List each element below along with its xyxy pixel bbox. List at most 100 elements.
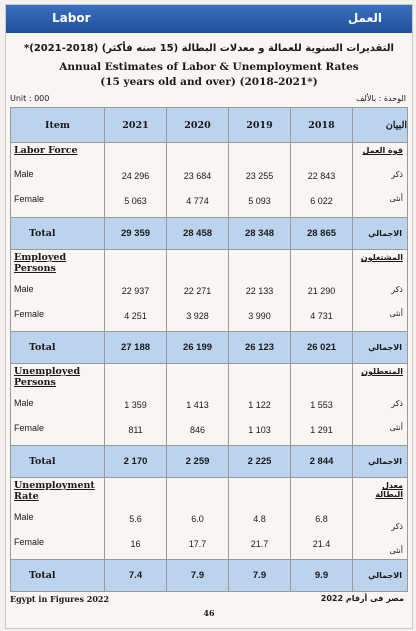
- value-cell: 6.8 21.4: [290, 477, 353, 560]
- value-female: 4 774: [186, 196, 209, 206]
- row-label-male-ar: ذكر: [391, 285, 403, 294]
- value-cell: 22 937 4 251: [104, 249, 167, 332]
- value-male: 22 843: [307, 171, 336, 181]
- section-title: Unemployment Rate: [14, 480, 95, 502]
- value-male: 1 359: [124, 400, 147, 410]
- section-row: Employed Persons Male Female 22 937 4 251 22 …: [10, 249, 408, 332]
- value-female: 16: [130, 539, 141, 549]
- total-value: 9.9: [290, 559, 353, 592]
- value-female: 21.4: [312, 539, 331, 549]
- value-male: 24 296: [121, 171, 150, 181]
- total-value: 7.9: [228, 559, 291, 592]
- total-label: Total: [10, 331, 105, 364]
- total-label: Total: [10, 559, 105, 592]
- value-female: 1 291: [310, 425, 333, 435]
- value-male: 23 684: [183, 171, 212, 181]
- value-male: 4.8: [253, 514, 266, 524]
- total-value: 2 259: [166, 445, 229, 478]
- total-label-ar: الاجمالي: [352, 559, 408, 592]
- value-cell: 6.0 17.7: [166, 477, 229, 560]
- value-male: 22 133: [245, 286, 274, 296]
- table-title-en: Annual Estimates of Labor & Unemployment…: [59, 61, 359, 73]
- section-title: Employed Persons: [14, 252, 67, 274]
- row-label-male: Male: [14, 169, 34, 179]
- header-year: 2019: [228, 107, 291, 143]
- section-title-ar: المتعطلون: [361, 367, 403, 376]
- section-row: Labor Force Male Female 24 296 5 063 23 684 4 …: [10, 142, 408, 218]
- section-row: Unemployed Persons Male Female 1 359 811 1 41…: [10, 363, 408, 446]
- row-label-female-ar: أنثى: [389, 194, 403, 203]
- value-female: 3 928: [186, 311, 209, 321]
- value-male: 1 122: [248, 400, 271, 410]
- row-label-female: Female: [14, 194, 45, 204]
- total-value: 7.4: [104, 559, 167, 592]
- value-cell: 1 413 846: [166, 363, 229, 446]
- header-title-ar: العمل: [347, 11, 382, 25]
- section-label-cell-ar: المتعطلون ذكر أنثى: [352, 363, 408, 446]
- row-label-male-ar: ذكر: [391, 399, 403, 408]
- table-subtitle: (15 years old and over) (2018-2021*): [100, 76, 318, 88]
- table-title-ar: التقديرات السنوية للعمالة و معدلات البطا…: [24, 43, 394, 54]
- value-female: 21.7: [250, 539, 269, 549]
- total-label: Total: [10, 217, 105, 250]
- unit-label-ar: الوحدة : بالألف: [356, 94, 406, 103]
- row-label-female-ar: أنثى: [389, 309, 403, 318]
- value-male: 5.6: [129, 514, 142, 524]
- value-female: 811: [128, 425, 143, 435]
- header-year: 2021: [104, 107, 167, 143]
- value-cell: 22 843 6 022: [290, 142, 353, 218]
- section-label-cell: Unemployed Persons Male Female: [10, 363, 105, 446]
- total-value: 28 865: [290, 217, 353, 250]
- row-label-male: Male: [14, 398, 34, 408]
- section-title: Labor Force: [14, 145, 78, 156]
- total-value: 7.9: [166, 559, 229, 592]
- section-title-ar: معدل البطالة: [375, 481, 403, 499]
- row-label-female: Female: [14, 537, 45, 547]
- value-male: 1 553: [310, 400, 333, 410]
- total-value: 26 123: [228, 331, 291, 364]
- header-year: 2018: [290, 107, 353, 143]
- value-cell: 22 271 3 928: [166, 249, 229, 332]
- total-row: Total 7.4 7.9 7.9 9.9 الاجمالي: [10, 559, 408, 592]
- row-label-male-ar: ذكر: [391, 170, 403, 179]
- value-female: 846: [189, 425, 206, 435]
- value-male: 6.0: [191, 514, 204, 524]
- value-male: 21 290: [307, 286, 336, 296]
- total-value: 2 170: [104, 445, 167, 478]
- header-item: Item: [10, 107, 105, 143]
- section-title-ar: المشتغلون: [360, 253, 403, 262]
- total-value: 26 199: [166, 331, 229, 364]
- value-cell: 24 296 5 063: [104, 142, 167, 218]
- total-row: Total 27 188 26 199 26 123 26 021 الاجمالي: [10, 331, 408, 364]
- row-label-female-ar: أنثى: [389, 423, 403, 432]
- section-label-cell: Unemployment Rate Male Female: [10, 477, 105, 560]
- row-label-male: Male: [14, 512, 34, 522]
- total-value: 29 359: [104, 217, 167, 250]
- value-cell: 22 133 3 990: [228, 249, 291, 332]
- value-cell: 21 290 4 731: [290, 249, 353, 332]
- header-year: 2020: [166, 107, 229, 143]
- value-male: 23 255: [245, 171, 274, 181]
- page-header: Labor العمل: [6, 5, 412, 33]
- value-female: 4 731: [310, 311, 333, 321]
- total-label-ar: الاجمالي: [352, 217, 408, 250]
- value-cell: 23 255 5 093: [228, 142, 291, 218]
- value-female: 5 093: [248, 196, 271, 206]
- value-female: 3 990: [248, 311, 271, 321]
- header-item-ar: البيان: [352, 107, 408, 143]
- value-male: 22 937: [121, 286, 150, 296]
- section-label-cell: Labor Force Male Female: [10, 142, 105, 218]
- value-cell: 1 359 811: [104, 363, 167, 446]
- row-label-female-ar: أنثى: [389, 546, 403, 555]
- table-header-row: Item 2021 2020 2019 2018 البيان: [10, 107, 408, 143]
- footer-source-ar: مصر فى أرقام 2022: [320, 594, 404, 603]
- section-label-cell-ar: المشتغلون ذكر أنثى: [352, 249, 408, 332]
- total-label-ar: الاجمالي: [352, 331, 408, 364]
- section-label-cell: Employed Persons Male Female: [10, 249, 105, 332]
- section-title: Unemployed Persons: [14, 366, 81, 388]
- value-cell: 23 684 4 774: [166, 142, 229, 218]
- value-male: 22 271: [183, 286, 212, 296]
- value-female: 17.7: [188, 539, 207, 549]
- value-male: 1 413: [186, 400, 209, 410]
- row-label-female: Female: [14, 423, 45, 433]
